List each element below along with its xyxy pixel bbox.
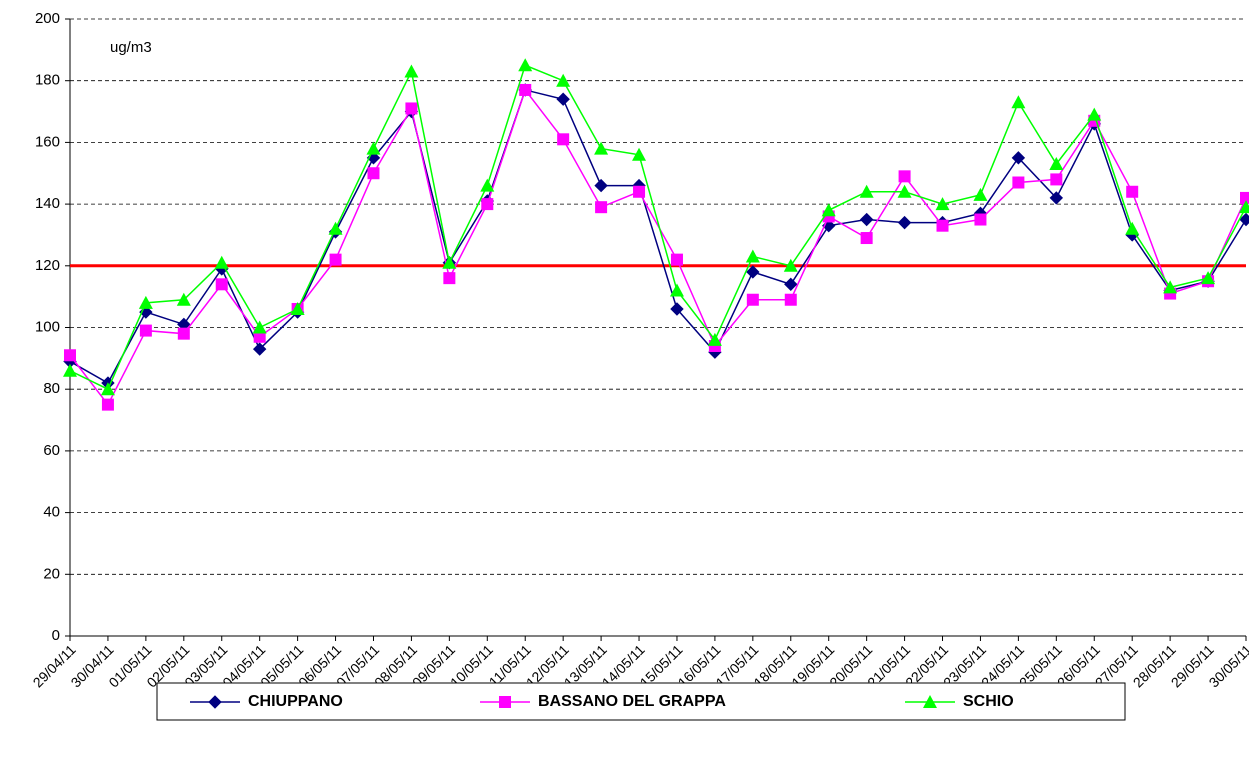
marker xyxy=(936,219,949,232)
marker xyxy=(63,363,77,377)
y-tick-label: 60 xyxy=(43,442,60,459)
marker xyxy=(745,249,760,263)
marker xyxy=(405,102,418,115)
y-tick-label: 200 xyxy=(35,10,60,27)
marker xyxy=(633,185,646,198)
marker xyxy=(859,212,874,227)
y-tick-label: 120 xyxy=(35,257,60,274)
marker xyxy=(442,255,457,269)
marker xyxy=(783,258,798,272)
marker xyxy=(443,272,456,285)
y-tick-label: 180 xyxy=(35,72,60,89)
marker xyxy=(1239,200,1249,214)
unit-annotation: ug/m3 xyxy=(110,39,152,56)
marker xyxy=(1011,95,1026,109)
marker xyxy=(480,178,495,192)
marker xyxy=(556,92,570,106)
marker xyxy=(860,232,873,245)
marker xyxy=(1087,107,1102,121)
marker xyxy=(1012,176,1025,189)
marker xyxy=(594,178,608,193)
marker xyxy=(481,198,494,211)
marker xyxy=(707,332,722,346)
marker xyxy=(821,203,836,217)
marker xyxy=(1126,185,1139,198)
marker xyxy=(632,147,647,161)
marker xyxy=(138,295,153,309)
series-line xyxy=(69,89,1247,385)
marker xyxy=(404,64,419,78)
marker xyxy=(784,277,798,292)
marker xyxy=(974,213,987,226)
marker xyxy=(935,197,950,211)
marker xyxy=(139,324,152,337)
marker xyxy=(746,265,760,279)
marker xyxy=(859,184,874,198)
y-tick-label: 100 xyxy=(35,318,60,335)
legend-label: BASSANO DEL GRAPPA xyxy=(538,693,726,710)
marker xyxy=(1049,191,1064,205)
legend-box xyxy=(156,682,1126,721)
marker xyxy=(595,201,608,214)
marker xyxy=(557,133,570,146)
legend-label: CHIUPPANO xyxy=(248,693,343,710)
y-tick-label: 140 xyxy=(35,195,60,212)
legend-label: SCHIO xyxy=(963,693,1014,710)
marker xyxy=(1240,191,1249,204)
marker xyxy=(367,167,380,180)
marker xyxy=(1050,173,1063,186)
marker xyxy=(252,320,267,334)
marker xyxy=(177,327,190,340)
y-tick-label: 40 xyxy=(43,504,60,521)
marker xyxy=(1163,280,1178,294)
marker xyxy=(518,58,533,72)
marker xyxy=(1011,151,1026,165)
marker xyxy=(594,141,609,155)
marker xyxy=(973,187,988,201)
marker xyxy=(290,301,305,315)
marker xyxy=(366,141,381,155)
marker xyxy=(329,253,342,266)
marker xyxy=(746,293,759,306)
series-line xyxy=(69,88,1247,407)
marker xyxy=(208,695,222,709)
marker xyxy=(897,215,912,230)
marker xyxy=(253,330,266,343)
marker xyxy=(1049,156,1064,170)
marker xyxy=(670,253,683,266)
marker xyxy=(519,83,532,96)
marker xyxy=(923,695,937,708)
marker xyxy=(100,382,115,396)
marker xyxy=(252,342,267,356)
marker xyxy=(1239,212,1249,227)
marker xyxy=(328,221,343,235)
marker xyxy=(499,696,511,708)
marker xyxy=(897,184,912,198)
marker xyxy=(101,398,114,411)
y-tick-label: 80 xyxy=(43,380,60,397)
marker xyxy=(176,292,191,306)
marker xyxy=(669,283,684,297)
marker xyxy=(670,302,684,316)
y-tick-label: 160 xyxy=(35,133,60,150)
marker xyxy=(1201,271,1216,285)
marker xyxy=(556,73,571,87)
marker xyxy=(1125,221,1140,235)
marker xyxy=(215,278,228,291)
y-tick-label: 20 xyxy=(43,565,60,582)
y-tick-label: 0 xyxy=(52,627,60,644)
marker xyxy=(898,170,911,183)
marker xyxy=(214,255,229,269)
marker xyxy=(64,349,76,362)
series-line xyxy=(69,64,1247,391)
marker xyxy=(784,293,797,306)
